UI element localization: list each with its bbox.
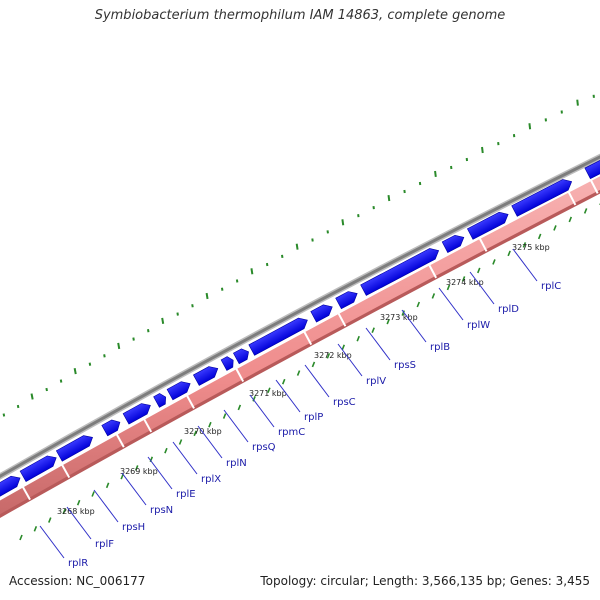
genome-backbone [0, 153, 600, 480]
gene-label-rplD: rplD [498, 304, 519, 315]
scale-tick-label: 3269 kbp [120, 467, 158, 476]
gene-label-rpmC: rpmC [278, 427, 305, 438]
gene-track [0, 176, 600, 518]
gene-label-rplW: rplW [467, 320, 490, 331]
gene-label-rpsS: rpsS [394, 360, 416, 371]
scale-tick-label: 3275 kbp [512, 243, 550, 252]
gene-label-rpsH: rpsH [122, 522, 145, 533]
gene-label-rplN: rplN [226, 458, 247, 469]
gene-label-rplR: rplR [68, 558, 88, 569]
scale-tick-label: 3274 kbp [446, 278, 484, 287]
gc-content-track [2, 94, 595, 417]
gene-label-rplB: rplB [430, 342, 450, 353]
gene-label-rplP: rplP [304, 412, 323, 423]
scale-tick-label: 3273 kbp [380, 313, 418, 322]
gene-label-rplC: rplC [541, 281, 561, 292]
map-title: Symbiobacterium thermophilum IAM 14863, … [94, 8, 506, 23]
scale-tick-label: 3268 kbp [57, 507, 95, 516]
accession-label: Accession: NC_006177 [9, 574, 146, 588]
inner-gc-ticks [19, 202, 600, 541]
gene-label-rplV: rplV [366, 376, 386, 387]
gene-label-rplX: rplX [201, 474, 221, 485]
cds-track [0, 159, 600, 501]
gene-label-rpsC: rpsC [333, 397, 356, 408]
scale-tick-label: 3271 kbp [249, 389, 287, 398]
gene-label-rpsN: rpsN [150, 505, 173, 516]
gene-label-rplE: rplE [176, 489, 196, 500]
scale-tick-label: 3272 kbp [314, 351, 352, 360]
gene-label-rpsQ: rpsQ [252, 442, 276, 453]
gene-label-rplF: rplF [95, 539, 114, 550]
scale-tick-label: 3270 kbp [184, 427, 222, 436]
genome-stats-label: Topology: circular; Length: 3,566,135 bp… [260, 574, 590, 588]
scale-ticks: 3268 kbp 3269 kbp 3270 kbp 3271 kbp 3272 kbp… [57, 243, 550, 516]
